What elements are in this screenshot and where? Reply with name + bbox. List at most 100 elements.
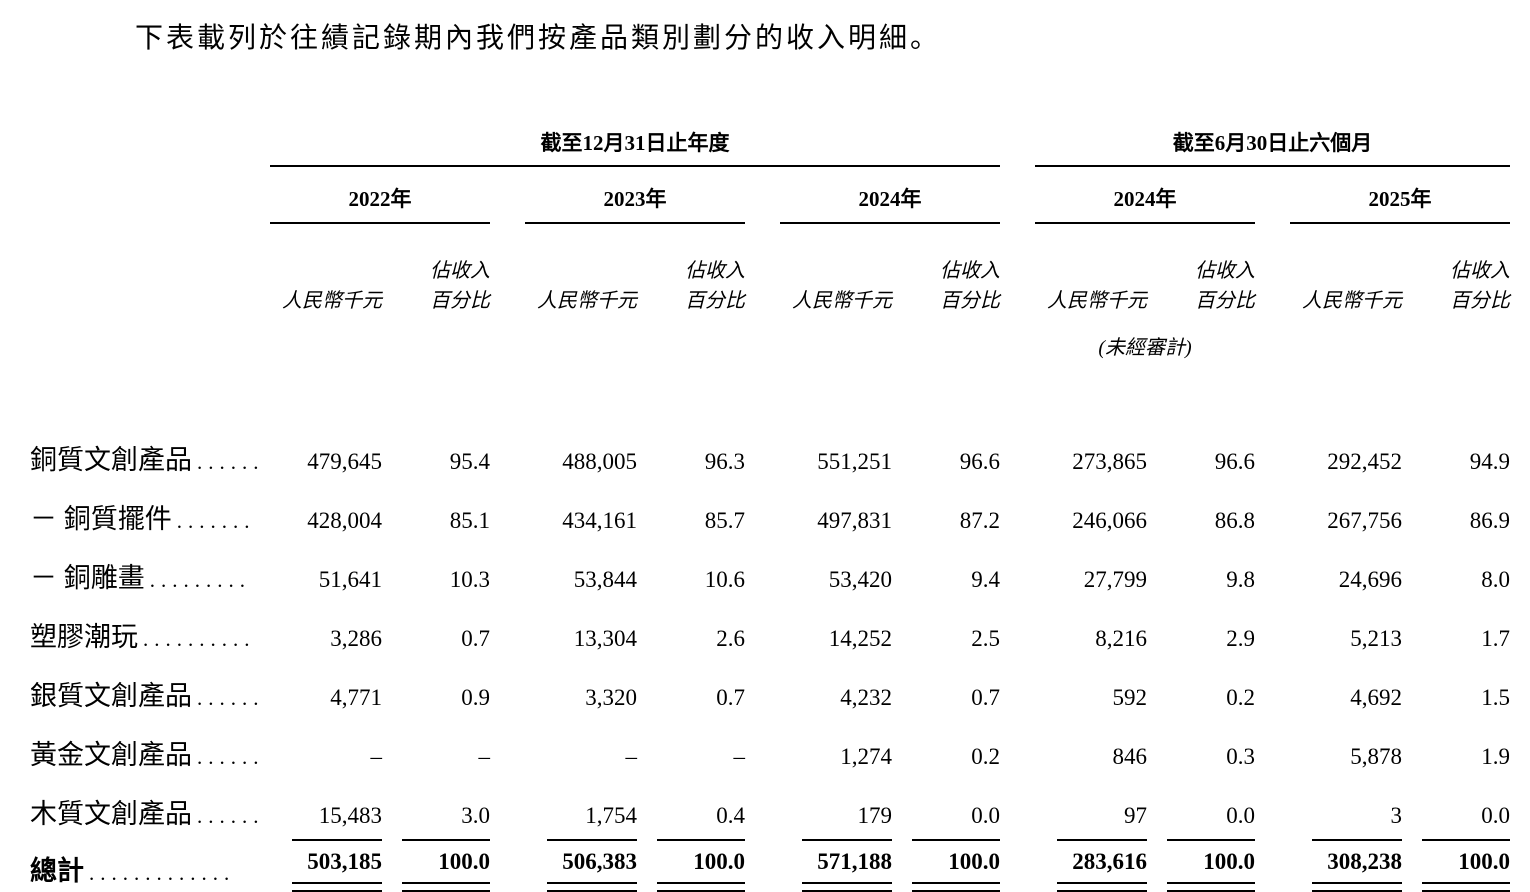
- column-gap: [490, 316, 525, 360]
- pct-cell: 0.7: [971, 685, 1000, 710]
- column-gap: [1255, 658, 1290, 717]
- column-gap: [490, 540, 525, 599]
- empty-cell: [780, 316, 1000, 360]
- amount-cell: 3,286: [330, 626, 382, 651]
- row-label: 黃金文創產品......: [30, 717, 270, 776]
- amount-cell: 53,420: [828, 567, 892, 592]
- column-gap: [1000, 166, 1035, 223]
- pct-cell: 2.9: [1226, 626, 1255, 651]
- pct-cell: 96.3: [704, 449, 745, 474]
- column-gap: [490, 599, 525, 658]
- pct-cell: –: [478, 744, 491, 769]
- empty-cell: [30, 223, 270, 316]
- pct-cell: –: [733, 744, 746, 769]
- empty-cell: [525, 316, 745, 360]
- amount-cell: 14,252: [828, 626, 892, 651]
- dot-leader: .......: [176, 509, 256, 533]
- dot-leader: ......: [197, 686, 265, 710]
- dot-leader: .........: [149, 568, 251, 592]
- total-value: 571,188: [817, 849, 892, 874]
- dot-leader: ......: [197, 450, 265, 474]
- amount-cell: –: [370, 744, 383, 769]
- pct-header-line1: 佔收入: [1450, 260, 1511, 282]
- amount-cell: 5,878: [1350, 744, 1402, 769]
- pct-cell: 96.6: [1214, 449, 1255, 474]
- total-rule: [1422, 839, 1511, 841]
- amount-cell: 13,304: [573, 626, 637, 651]
- spacer-row: [30, 360, 1510, 422]
- column-gap: [490, 481, 525, 540]
- table-row: 黃金文創產品...... – – – – 1,274 0.2 846 0.3 5,878 1.9: [30, 717, 1510, 776]
- amount-cell: –: [625, 744, 638, 769]
- pct-cell: 0.0: [1481, 803, 1511, 828]
- double-rule: [912, 882, 1000, 892]
- pct-cell: 95.4: [449, 449, 490, 474]
- row-label-text: 黃金文創產品: [30, 740, 192, 770]
- spacer-cell: [30, 360, 1510, 422]
- amount-cell: 479,645: [307, 449, 382, 474]
- total-pct-cell: 100.0: [637, 835, 745, 892]
- column-gap: [490, 658, 525, 717]
- amount-cell: 292,452: [1327, 449, 1402, 474]
- column-gap: [1000, 223, 1035, 316]
- amount-cell: 551,251: [817, 449, 892, 474]
- row-label: 塑膠潮玩..........: [30, 599, 270, 658]
- year-header-2023: 2023年: [525, 166, 745, 224]
- pct-cell: 0.9: [461, 685, 490, 710]
- amount-cell: 246,066: [1072, 508, 1147, 533]
- amount-cell: 53,844: [573, 567, 637, 592]
- row-label: － 銅雕畫.........: [30, 540, 270, 599]
- row-label: 銀質文創產品......: [30, 658, 270, 717]
- amount-cell: 97: [1124, 803, 1147, 828]
- total-value: 283,616: [1072, 849, 1147, 874]
- column-gap: [1255, 540, 1290, 599]
- year-header-2024-interim: 2024年: [1035, 166, 1255, 224]
- column-gap: [745, 316, 780, 360]
- column-gap: [490, 776, 525, 835]
- pct-header-line2: 百分比: [685, 290, 745, 312]
- total-value: 100.0: [693, 849, 745, 874]
- double-rule: [1312, 882, 1402, 892]
- period-header-annual: 截至12月31日止年度: [270, 111, 1000, 167]
- double-rule: [1057, 882, 1147, 892]
- amount-cell: 434,161: [562, 508, 637, 533]
- total-value: 308,238: [1327, 849, 1402, 874]
- table-row: 銅質文創產品...... 479,645 95.4 488,005 96.3 551,25…: [30, 422, 1510, 481]
- row-label: 木質文創產品......: [30, 776, 270, 835]
- amount-cell: 428,004: [307, 508, 382, 533]
- pct-cell: 0.0: [1226, 803, 1255, 828]
- total-rule: [912, 839, 1000, 841]
- total-pct-cell: 100.0: [382, 835, 490, 892]
- row-label-text: 銀質文創產品: [30, 681, 192, 711]
- amount-cell: 8,216: [1095, 626, 1147, 651]
- table-row: 木質文創產品...... 15,483 3.0 1,754 0.4 179 0.0 97 0.0…: [30, 776, 1510, 835]
- total-rule: [292, 839, 382, 841]
- empty-cell: [30, 166, 270, 223]
- total-pct-cell: 100.0: [1402, 835, 1511, 892]
- column-gap: [1000, 776, 1035, 835]
- pct-cell: 85.1: [449, 508, 490, 533]
- total-label: 總計: [30, 856, 84, 886]
- pct-header-line1: 佔收入: [685, 260, 745, 282]
- amount-cell: 5,213: [1350, 626, 1402, 651]
- period-header-interim: 截至6月30日止六個月: [1035, 111, 1511, 167]
- period-header-row: 截至12月31日止年度 截至6月30日止六個月: [30, 111, 1511, 167]
- column-gap: [1000, 658, 1035, 717]
- column-gap: [1255, 776, 1290, 835]
- total-amount-cell: 308,238: [1290, 835, 1402, 892]
- amount-cell: 27,799: [1083, 567, 1147, 592]
- amount-column-header: 人民幣千元: [282, 290, 382, 312]
- total-value: 506,383: [562, 849, 637, 874]
- column-gap: [1255, 481, 1290, 540]
- column-header-row: 人民幣千元 佔收入 百分比 人民幣千元 佔收入 百分比 人民幣千元 佔收入 百分比 人…: [30, 223, 1510, 316]
- column-gap: [745, 835, 780, 892]
- empty-cell: [1290, 316, 1510, 360]
- pct-cell: 0.3: [1226, 744, 1255, 769]
- empty-cell: [270, 316, 490, 360]
- column-gap: [1255, 422, 1290, 481]
- pct-cell: 9.4: [971, 567, 1000, 592]
- pct-cell: 0.0: [971, 803, 1000, 828]
- amount-cell: 592: [1112, 685, 1148, 710]
- total-value: 100.0: [948, 849, 1000, 874]
- double-rule: [802, 882, 892, 892]
